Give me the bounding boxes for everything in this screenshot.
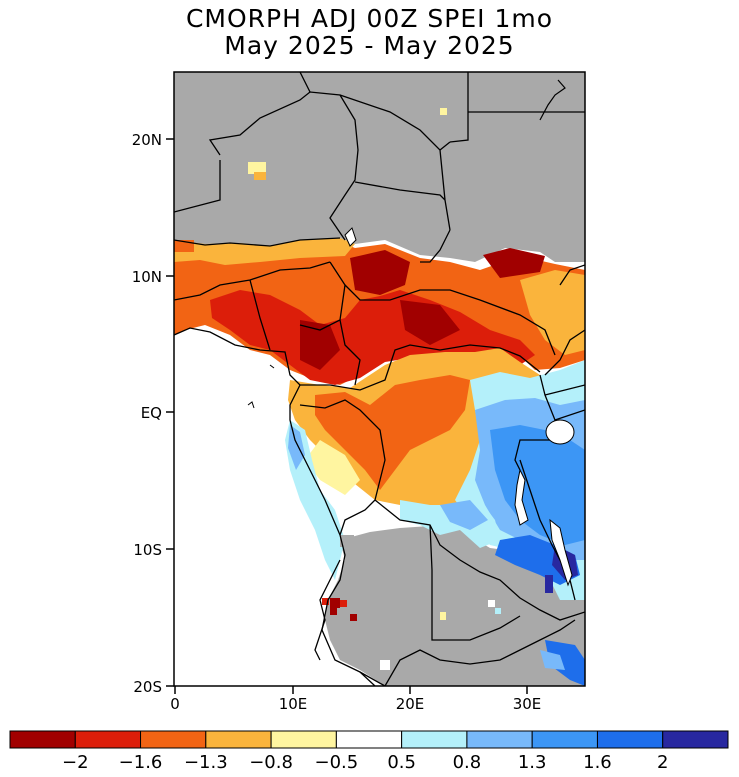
spei-wet-east-strong bbox=[490, 425, 585, 545]
spei-field-central-darker bbox=[315, 375, 470, 490]
lon-tick-label: 0 bbox=[170, 695, 180, 713]
data-pixel bbox=[330, 598, 340, 608]
lon-tick-label: 30E bbox=[513, 695, 542, 713]
land-north-africa bbox=[174, 72, 585, 262]
spei-light-yellow bbox=[305, 440, 360, 495]
data-pixel bbox=[248, 162, 266, 174]
spei-wet-west-coast-mid bbox=[288, 425, 305, 470]
colorbar-swatch bbox=[662, 730, 729, 749]
spei-light-orange-east bbox=[520, 270, 585, 355]
colorbar-swatch bbox=[335, 730, 403, 749]
lakes bbox=[344, 227, 575, 587]
colorbar-label: 0.8 bbox=[453, 752, 482, 773]
spei-field-west-africa-dark bbox=[210, 290, 535, 385]
map-title-line2: May 2025 - May 2025 bbox=[224, 31, 515, 60]
country-borders bbox=[174, 72, 585, 686]
colorbar-label: 2 bbox=[657, 752, 668, 773]
spei-core-dark-red bbox=[300, 320, 340, 370]
lon-axis: 0 10E 20E 30E bbox=[170, 686, 541, 713]
colorbar-label: −1.3 bbox=[184, 752, 228, 773]
colorbar-label: 1.3 bbox=[518, 752, 547, 773]
lat-tick-label: EQ bbox=[141, 404, 162, 422]
colorbar-swatch bbox=[401, 730, 468, 749]
spei-wet-southeast bbox=[545, 640, 585, 686]
lat-tick-label: 10S bbox=[133, 541, 162, 559]
island bbox=[247, 401, 255, 409]
data-pixel bbox=[440, 108, 447, 115]
colorbar-swatch bbox=[140, 730, 207, 749]
lat-axis: 20N 10N EQ 10S 20S bbox=[132, 131, 174, 696]
colorbar-swatch bbox=[531, 730, 598, 749]
data-pixel bbox=[495, 608, 501, 614]
data-pixel bbox=[440, 612, 446, 620]
red-sea-coast bbox=[539, 79, 566, 121]
colorbar-swatch bbox=[466, 730, 533, 749]
colorbar-label: 1.6 bbox=[583, 752, 612, 773]
colorbar-label: −0.8 bbox=[249, 752, 293, 773]
map-frame bbox=[173, 71, 586, 687]
data-pixel bbox=[380, 660, 390, 670]
colorbar-swatch bbox=[9, 730, 76, 749]
lon-tick-label: 10E bbox=[279, 695, 308, 713]
colorbar-swatch bbox=[74, 730, 142, 749]
data-pixel bbox=[254, 172, 266, 180]
data-pixel bbox=[350, 614, 357, 621]
spei-wet-south-central-mid bbox=[440, 500, 488, 530]
lat-tick-label: 10N bbox=[132, 268, 162, 286]
colorbar-swatch bbox=[270, 730, 337, 749]
colorbar-label: −0.5 bbox=[315, 752, 359, 773]
colorbar: −2 −1.6 −1.3 −0.8 −0.5 0.5 0.8 1.3 1.6 2 bbox=[9, 730, 729, 773]
colorbar-swatch bbox=[205, 730, 272, 749]
colorbar-swatch bbox=[596, 730, 664, 749]
island bbox=[269, 364, 275, 369]
spei-light-orange-sahel bbox=[174, 238, 355, 265]
lon-tick-label: 20E bbox=[396, 695, 425, 713]
data-pixel bbox=[322, 598, 329, 605]
spei-core-dark-red bbox=[483, 248, 545, 278]
map-title-line1: CMORPH ADJ 00Z SPEI 1mo bbox=[185, 4, 554, 33]
lat-tick-label: 20N bbox=[132, 131, 162, 149]
spei-wet-southeast-light bbox=[540, 650, 565, 670]
data-pixel bbox=[488, 600, 495, 607]
colorbar-label: −1.6 bbox=[119, 752, 163, 773]
data-pixel bbox=[545, 575, 553, 593]
data-pixel bbox=[340, 600, 347, 607]
data-pixel bbox=[340, 535, 354, 547]
spei-core-dark-red bbox=[400, 300, 460, 345]
lat-tick-label: 20S bbox=[133, 678, 162, 696]
colorbar-label: 0.5 bbox=[387, 752, 416, 773]
spei-core-dark-red bbox=[350, 250, 410, 295]
data-pixel bbox=[330, 608, 337, 615]
colorbar-label: −2 bbox=[62, 752, 89, 773]
